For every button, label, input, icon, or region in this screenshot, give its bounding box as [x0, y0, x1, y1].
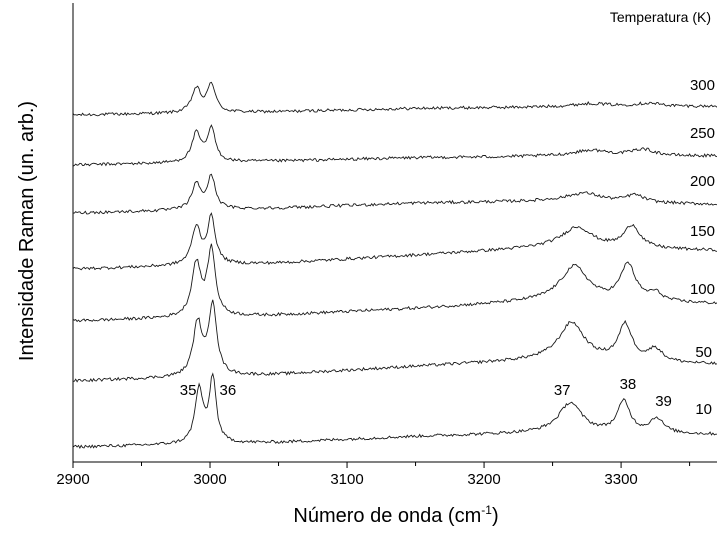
y-axis-title: Intensidade Raman (un. arb.): [16, 101, 38, 361]
temperature-label-10: 10: [695, 401, 712, 418]
x-axis-title: Número de onda (cm-1): [293, 503, 498, 527]
temperature-label-100: 100: [690, 281, 715, 298]
x-tick-label: 2900: [56, 471, 89, 488]
peak-label-38: 38: [620, 376, 637, 393]
spectra-series-group: [72, 81, 717, 449]
peak-label-35: 35: [180, 382, 197, 399]
x-axis-title-close: ): [492, 505, 499, 527]
spectrum-line-100: [72, 243, 717, 323]
temperature-label-250: 250: [690, 125, 715, 142]
x-axis-title-superscript: -1: [481, 503, 492, 517]
temperature-label-50: 50: [695, 344, 712, 361]
spectrum-line-10: [72, 372, 717, 449]
peak-label-36: 36: [219, 382, 236, 399]
peak-label-39: 39: [655, 393, 672, 410]
temperature-label-200: 200: [690, 173, 715, 190]
temperature-label-150: 150: [690, 223, 715, 240]
x-tick-label: 3100: [330, 471, 363, 488]
peak-annotations: 35 36 37 38 39: [180, 376, 672, 410]
peak-label-37: 37: [554, 382, 571, 399]
spectrum-line-150: [72, 212, 717, 271]
x-tick-label: 3200: [467, 471, 500, 488]
spectrum-line-300: [72, 81, 717, 117]
temperature-label-300: 300: [690, 77, 715, 94]
x-axis-ticks: 2900 3000 3100 3200 3300: [56, 462, 691, 488]
temperature-labels: 300 250 200 150 100 50 10: [690, 77, 715, 418]
spectrum-line-200: [73, 173, 717, 215]
spectrum-line-250: [72, 124, 717, 167]
x-tick-label: 3000: [193, 471, 226, 488]
x-tick-label: 3300: [604, 471, 637, 488]
plot-axes: [72, 3, 717, 463]
spectrum-line-50: [72, 299, 717, 383]
legend-title: Temperatura (K): [610, 9, 711, 25]
x-axis-title-main: Número de onda (cm: [293, 505, 481, 527]
